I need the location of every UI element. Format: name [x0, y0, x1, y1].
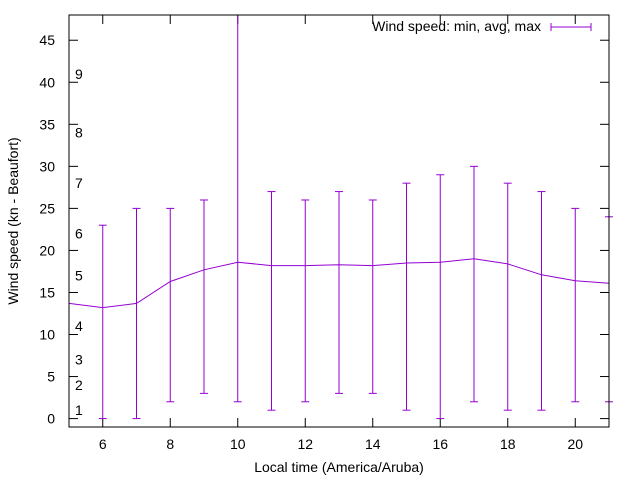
x-tick-label: 14	[365, 436, 381, 452]
beaufort-label: 3	[75, 352, 83, 368]
beaufort-label: 2	[75, 377, 83, 393]
beaufort-label: 1	[75, 402, 83, 418]
beaufort-label: 7	[75, 175, 83, 191]
y-tick-label: 40	[39, 74, 55, 90]
x-tick-label: 12	[297, 436, 313, 452]
beaufort-label: 4	[75, 318, 83, 334]
y-tick-label: 45	[39, 32, 55, 48]
avg-series-line	[68, 258, 610, 309]
x-tick-label: 18	[500, 436, 516, 452]
y-tick-label: 20	[39, 242, 55, 258]
beaufort-label: 8	[75, 125, 83, 141]
x-tick-label: 8	[166, 436, 174, 452]
y-tick-label: 5	[47, 369, 55, 385]
x-tick-label: 10	[230, 436, 246, 452]
beaufort-label: 6	[75, 226, 83, 242]
x-axis-label: Local time (America/Aruba)	[254, 459, 424, 475]
y-axis-label: Wind speed (kn - Beaufort)	[5, 137, 21, 304]
x-tick-label: 20	[567, 436, 583, 452]
legend: Wind speed: min, avg, max	[372, 18, 592, 34]
legend-label: Wind speed: min, avg, max	[372, 18, 541, 34]
y-tick-label: 15	[39, 284, 55, 300]
y-tick-label: 25	[39, 200, 55, 216]
y-tick-label: 30	[39, 158, 55, 174]
plot-frame	[68, 14, 610, 428]
y-tick-label: 35	[39, 116, 55, 132]
y-tick-label: 0	[47, 411, 55, 427]
x-tick-label: 16	[432, 436, 448, 452]
beaufort-label: 9	[75, 66, 83, 82]
beaufort-label: 5	[75, 268, 83, 284]
x-tick-label: 6	[99, 436, 107, 452]
y-tick-label: 10	[39, 327, 55, 343]
